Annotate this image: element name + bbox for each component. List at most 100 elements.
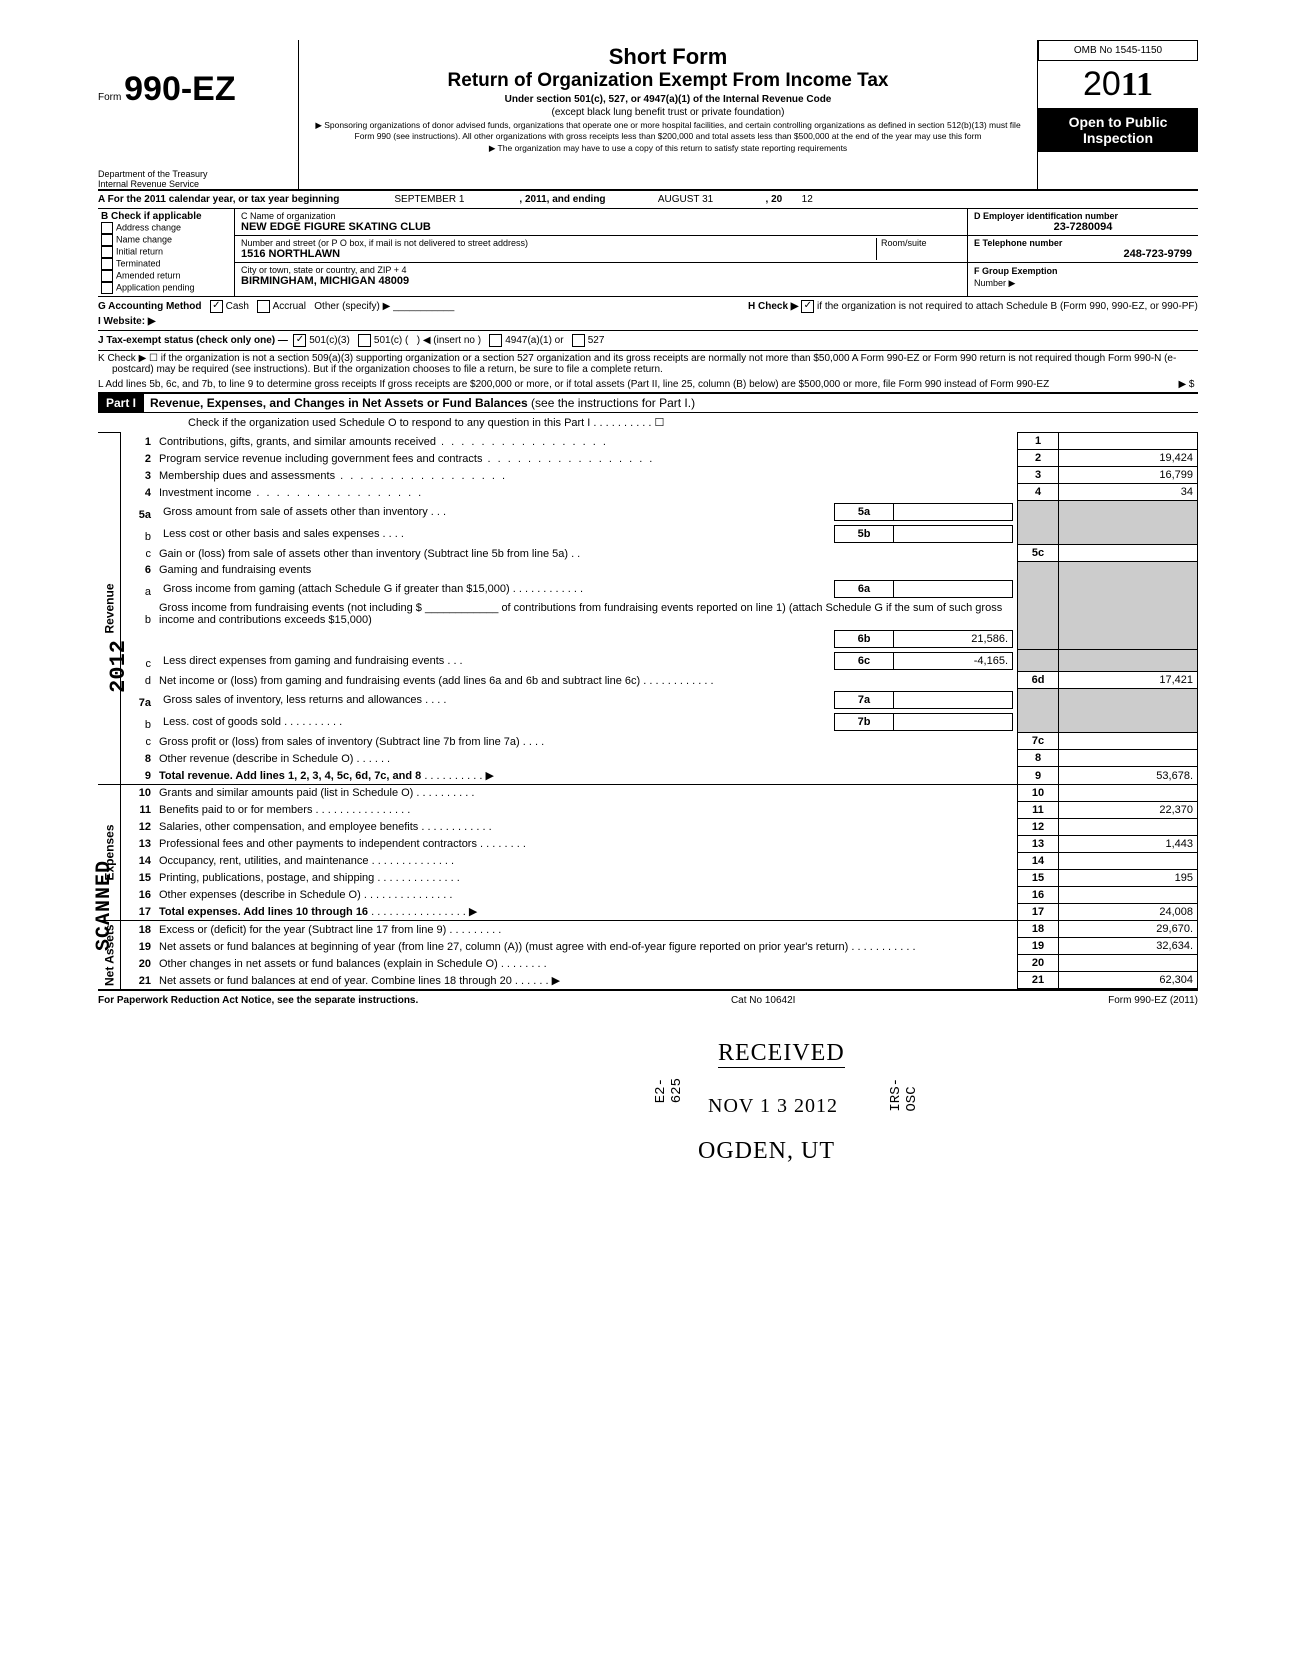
l14: Occupancy, rent, utilities, and maintena…	[159, 855, 369, 867]
header-mid: Short Form Return of Organization Exempt…	[298, 40, 1038, 189]
l21: Net assets or fund balances at end of ye…	[159, 975, 512, 987]
chk-app[interactable]	[101, 282, 113, 294]
footer-left: For Paperwork Reduction Act Notice, see …	[98, 995, 418, 1006]
chk-cash[interactable]: ✓	[210, 300, 223, 313]
phone: 248-723-9799	[974, 248, 1192, 260]
v18: 29,670.	[1059, 921, 1198, 938]
chk-name[interactable]	[101, 234, 113, 246]
omb-number: OMB No 1545-1150	[1038, 40, 1198, 61]
b-amend: Amended return	[116, 270, 181, 280]
footer-mid: Cat No 10642I	[731, 995, 796, 1006]
v4: 34	[1059, 484, 1198, 501]
city-label: City or town, state or country, and ZIP …	[241, 265, 961, 275]
note-copy: ▶ The organization may have to use a cop…	[305, 143, 1031, 154]
l3: Membership dues and assessments	[159, 470, 335, 482]
rowA-begin: SEPTEMBER 1	[349, 194, 509, 205]
l5b: Less cost or other basis and sales expen…	[163, 528, 379, 540]
title-short-form: Short Form	[305, 44, 1031, 70]
l5c: Gain or (loss) from sale of assets other…	[159, 548, 568, 560]
v1	[1059, 433, 1198, 450]
h-label: H Check ▶	[748, 301, 798, 312]
form-number: Form 990-EZ	[98, 70, 298, 109]
l2: Program service revenue including govern…	[159, 453, 482, 465]
l6a: Gross income from gaming (attach Schedul…	[163, 583, 510, 595]
note-k: K Check ▶ ☐ if the organization is not a…	[98, 351, 1198, 377]
l9: Total revenue. Add lines 1, 2, 3, 4, 5c,…	[159, 770, 421, 782]
l10: Grants and similar amounts paid (list in…	[159, 787, 413, 799]
chk-h[interactable]: ✓	[801, 300, 814, 313]
l7b: Less. cost of goods sold	[163, 716, 281, 728]
chk-4947[interactable]	[489, 334, 502, 347]
chk-address[interactable]	[101, 222, 113, 234]
v7c	[1059, 733, 1198, 750]
org-city: BIRMINGHAM, MICHIGAN 48009	[241, 275, 961, 287]
l6: Gaming and fundraising events	[155, 562, 1018, 578]
g-cash: Cash	[226, 301, 249, 312]
col-d-e-f: D Employer identification number 23-7280…	[967, 209, 1198, 296]
subtitle-except: (except black lung benefit trust or priv…	[305, 107, 1031, 118]
v10	[1059, 784, 1198, 801]
v13: 1,443	[1059, 835, 1198, 852]
org-addr: 1516 NORTHLAWN	[241, 248, 876, 260]
g-label: G Accounting Method	[98, 301, 202, 312]
chk-527[interactable]	[572, 334, 585, 347]
chk-accrual[interactable]	[257, 300, 270, 313]
dept-irs: Internal Revenue Service	[98, 179, 298, 189]
l7c: Gross profit or (loss) from sales of inv…	[159, 736, 520, 748]
form-table: Revenue 1 Contributions, gifts, grants, …	[98, 432, 1198, 989]
b-name: Name change	[116, 234, 172, 244]
l11: Benefits paid to or for members	[159, 804, 312, 816]
e-label: E Telephone number	[974, 238, 1192, 248]
v5a	[894, 503, 1013, 520]
chk-initial[interactable]	[101, 246, 113, 258]
rowA-end-lbl: , 20	[766, 194, 783, 205]
v5c	[1059, 545, 1198, 562]
ein: 23-7280094	[974, 221, 1192, 233]
l16: Other expenses (describe in Schedule O)	[159, 889, 361, 901]
l7a: Gross sales of inventory, less returns a…	[163, 694, 422, 706]
v20	[1059, 955, 1198, 972]
year-prefix: 20	[1083, 65, 1121, 103]
d-label: D Employer identification number	[974, 211, 1192, 221]
j-527: 527	[588, 335, 605, 346]
l17: Total expenses. Add lines 10 through 16	[159, 906, 368, 918]
title-return: Return of Organization Exempt From Incom…	[305, 70, 1031, 92]
g-accrual: Accrual	[273, 301, 306, 312]
l8: Other revenue (describe in Schedule O)	[159, 753, 353, 765]
footer: For Paperwork Reduction Act Notice, see …	[98, 991, 1198, 1006]
l19: Net assets or fund balances at beginning…	[159, 941, 848, 953]
side-revenue: Revenue	[98, 433, 121, 785]
part-i-header: Part I Revenue, Expenses, and Changes in…	[98, 392, 1198, 413]
chk-501c[interactable]	[358, 334, 371, 347]
v16	[1059, 886, 1198, 903]
v6b: 21,586.	[894, 630, 1013, 647]
rowA-end-month: AUGUST 31	[616, 194, 756, 205]
chk-amend[interactable]	[101, 270, 113, 282]
row-g-h-i: G Accounting Method ✓ Cash Accrual Other…	[98, 296, 1198, 330]
chk-501c3[interactable]: ✓	[293, 334, 306, 347]
l18: Excess or (deficit) for the year (Subtra…	[159, 924, 446, 936]
f-label2: Number ▶	[974, 278, 1015, 288]
note-l-arrow: ▶ $	[1192, 379, 1198, 390]
l1: Contributions, gifts, grants, and simila…	[159, 436, 436, 448]
i-label: I Website: ▶	[98, 316, 156, 327]
v8	[1059, 750, 1198, 767]
part-i-sub: (see the instructions for Part I.)	[528, 396, 695, 410]
v15: 195	[1059, 869, 1198, 886]
h-text: if the organization is not required to a…	[817, 301, 1198, 312]
note-sponsoring: ▶ Sponsoring organizations of donor advi…	[305, 120, 1031, 141]
note-l-text: L Add lines 5b, 6c, and 7b, to line 9 to…	[98, 379, 1049, 390]
dept-treasury: Department of the Treasury	[98, 169, 298, 179]
addr-label: Number and street (or P O box, if mail i…	[241, 238, 876, 248]
header: Form 990-EZ Department of the Treasury I…	[98, 40, 1198, 189]
l5a: Gross amount from sale of assets other t…	[163, 506, 428, 518]
v11: 22,370	[1059, 801, 1198, 818]
footer-right: Form 990-EZ (2011)	[1108, 995, 1198, 1006]
year-suffix: 11	[1121, 66, 1153, 103]
irs-stamp: IRS-OSC	[888, 1078, 920, 1112]
part-i-title: Revenue, Expenses, and Changes in Net As…	[144, 394, 701, 412]
chk-term[interactable]	[101, 258, 113, 270]
footer-right-text: Form 990-EZ (2011)	[1108, 995, 1198, 1006]
v12	[1059, 818, 1198, 835]
open-l2: Inspection	[1038, 130, 1198, 146]
